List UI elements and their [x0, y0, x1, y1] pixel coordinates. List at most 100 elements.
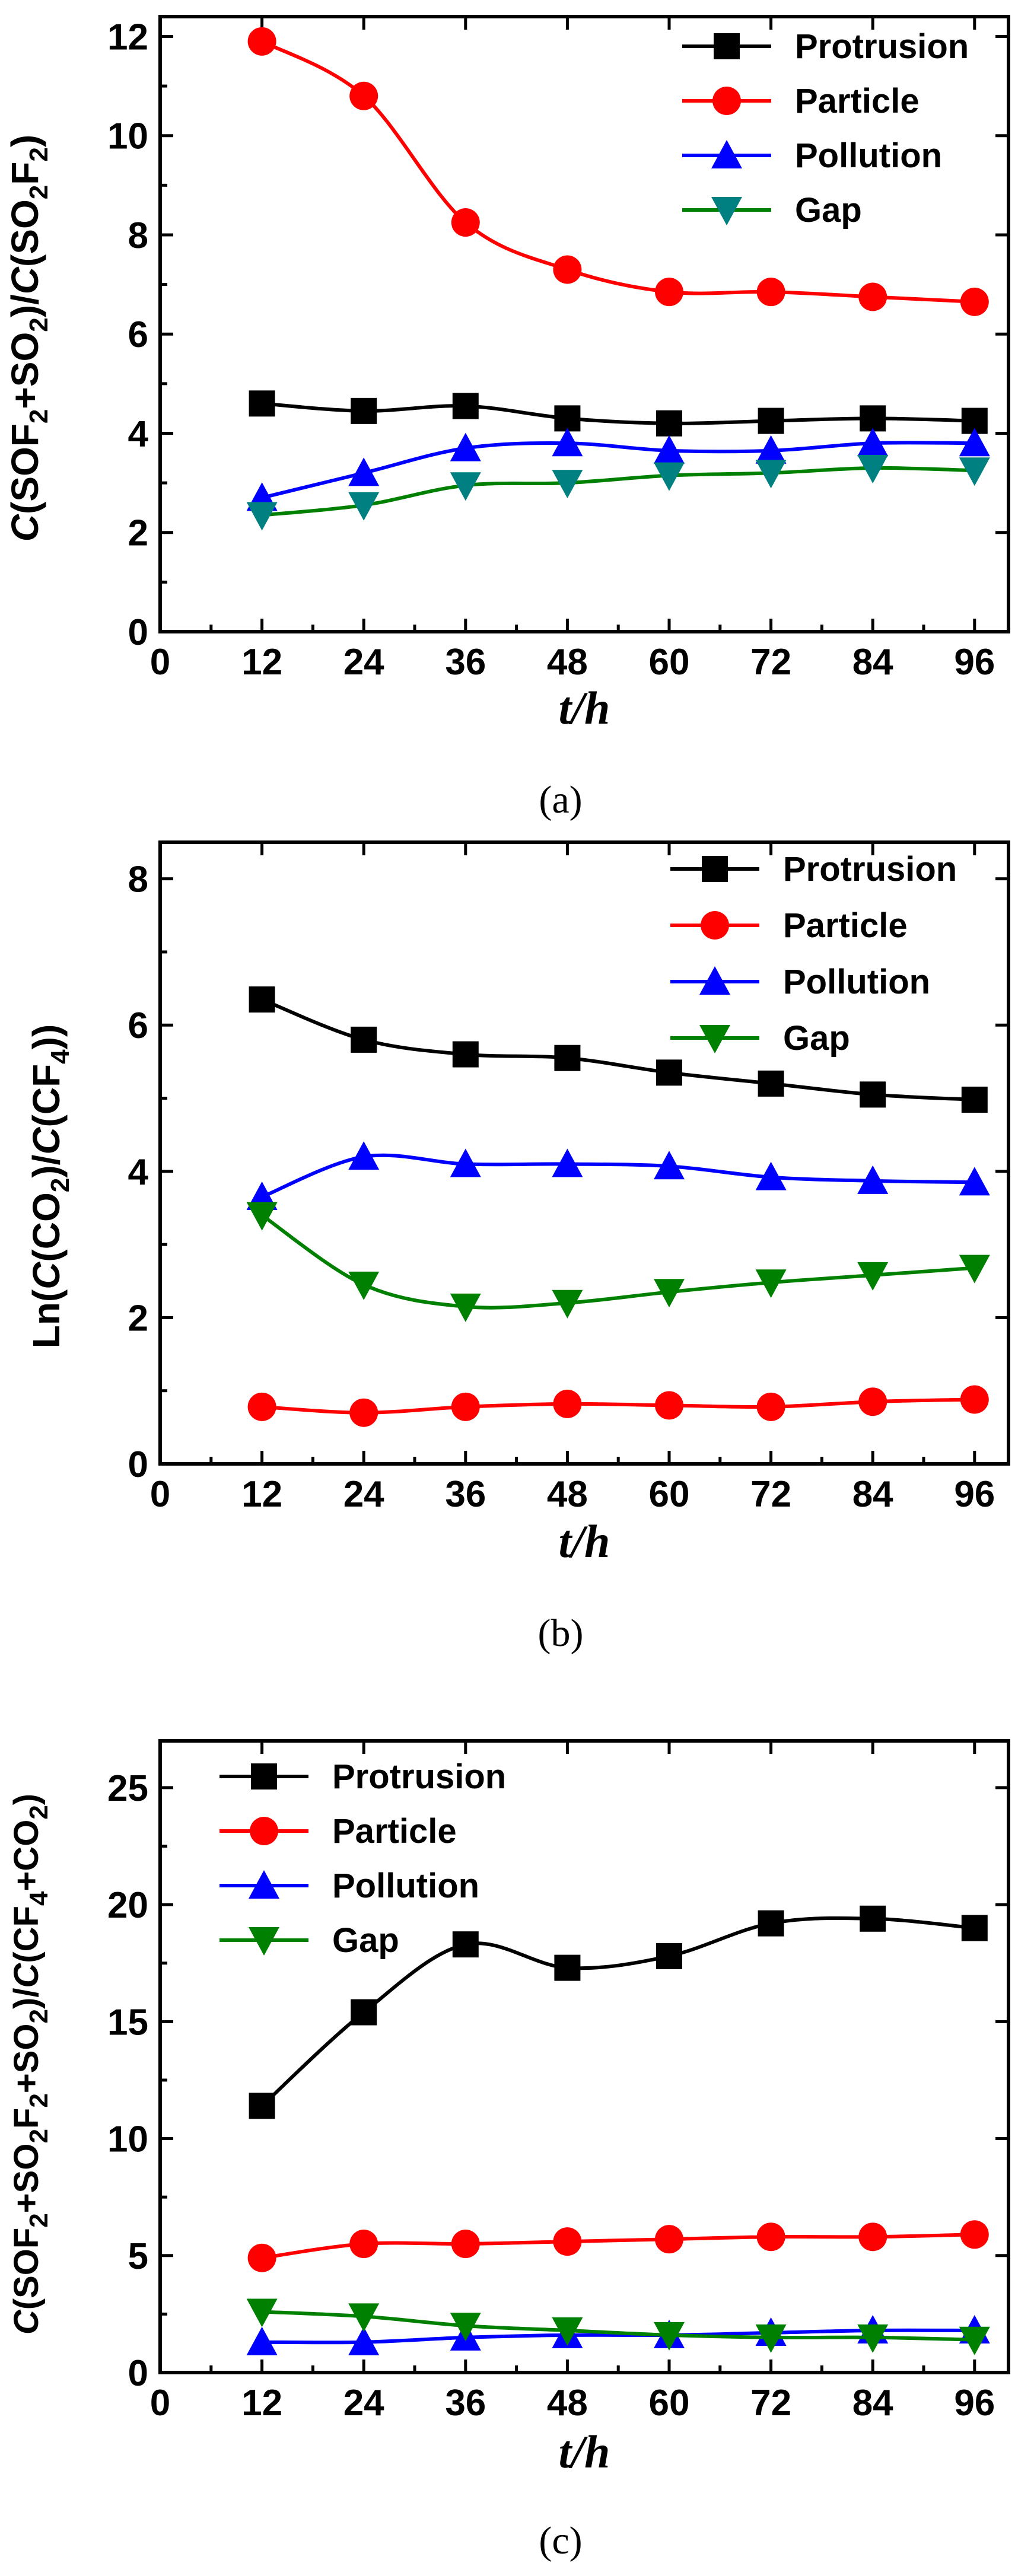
data-point-gap [348, 1271, 380, 1300]
panel-a-frame [158, 15, 1010, 633]
data-point-pollution [755, 1161, 787, 1190]
panel-c-caption: (c) [539, 2519, 582, 2562]
data-point-gap [348, 2303, 380, 2332]
legend-marker-particle [250, 1817, 278, 1845]
data-point-pollution [755, 435, 787, 464]
x-tick-label: 36 [445, 1474, 486, 1515]
y-tick-label: 6 [128, 314, 148, 355]
data-point-particle [858, 2222, 887, 2252]
data-point-protrusion [554, 1954, 581, 1981]
data-point-particle [553, 2227, 582, 2256]
data-point-particle [349, 1398, 378, 1427]
legend-marker-gap [711, 197, 742, 225]
x-tick-label: 12 [241, 2383, 282, 2424]
data-point-protrusion [656, 1943, 682, 1969]
x-tick-label: 0 [150, 1474, 170, 1515]
data-point-gap [959, 1254, 990, 1284]
data-point-pollution [959, 1167, 990, 1196]
data-point-pollution [348, 2326, 380, 2355]
data-point-pollution [857, 428, 889, 457]
data-point-gap [857, 1262, 889, 1291]
data-point-particle [756, 278, 785, 307]
x-tick-label: 36 [445, 2383, 486, 2424]
x-tick-label: 84 [852, 2383, 893, 2424]
x-tick-label: 60 [649, 2383, 690, 2424]
data-point-pollution [552, 428, 583, 457]
x-tick-label: 24 [343, 2383, 384, 2424]
legend-marker-protrusion [251, 1763, 277, 1789]
data-point-protrusion [249, 390, 275, 417]
legend-label-particle: Particle [783, 906, 908, 945]
svg-text:Ln(C(CO2)/C(CF4)): Ln(C(CO2)/C(CF4)) [25, 1024, 75, 1349]
data-point-pollution [450, 432, 481, 461]
panel-b-ylabel: Ln(C(CO2)/C(CF4)) [25, 1024, 75, 1349]
series-line-pollution [261, 1153, 975, 1199]
x-tick-label: 60 [649, 1474, 690, 1515]
data-point-particle [655, 2225, 683, 2254]
y-tick-label: 20 [107, 1885, 148, 1926]
data-point-particle [247, 2243, 276, 2272]
data-point-gap [246, 502, 278, 531]
y-tick-label: 12 [107, 17, 148, 58]
data-point-pollution [348, 457, 380, 486]
data-point-gap [552, 2317, 583, 2346]
data-point-protrusion [554, 405, 581, 432]
data-point-particle [960, 1385, 989, 1414]
data-point-protrusion [656, 410, 682, 437]
x-tick-label: 96 [954, 642, 995, 683]
y-tick-label: 4 [128, 413, 149, 454]
data-point-protrusion [860, 1905, 886, 1932]
data-point-protrusion [351, 397, 377, 424]
data-point-protrusion [452, 1041, 479, 1068]
x-tick-label: 36 [445, 642, 486, 683]
data-point-gap [348, 492, 380, 521]
legend-label-protrusion: Protrusion [783, 850, 957, 889]
legend-marker-particle [712, 87, 741, 115]
x-tick-label: 48 [547, 1474, 588, 1515]
panel-c-frame [158, 1739, 1010, 2374]
data-point-gap [959, 2326, 990, 2355]
data-point-protrusion [860, 1081, 886, 1108]
series-line-gap [260, 1214, 975, 1310]
y-tick-label: 6 [128, 1005, 148, 1046]
legend-marker-pollution [699, 966, 730, 995]
data-point-gap [959, 457, 990, 486]
data-point-gap [755, 1269, 787, 1298]
legend-marker-pollution [711, 140, 742, 168]
data-point-protrusion [554, 1045, 581, 1071]
panel-b-xlabel: t/h [559, 1515, 610, 1567]
x-tick-label: 72 [750, 2383, 791, 2424]
x-tick-label: 96 [954, 1474, 995, 1515]
data-point-protrusion [351, 1999, 377, 2026]
svg-text:C(SOF2+SO2)/C(SO2F2): C(SOF2+SO2)/C(SO2F2) [4, 135, 53, 542]
data-point-gap [755, 460, 787, 489]
panel-a-chart: C(SOF2+SO2)/C(SO2F2) 0 12 24 36 48 60 72 84 9602… [4, 15, 1010, 821]
data-point-protrusion [249, 986, 275, 1013]
panel-a-xlabel: t/h [559, 682, 610, 734]
y-tick-label: 0 [128, 1444, 148, 1485]
data-point-protrusion [656, 1059, 682, 1086]
x-tick-label: 84 [852, 1474, 893, 1515]
data-point-gap [450, 2313, 481, 2342]
x-tick-label: 72 [750, 642, 791, 683]
legend-label-gap: Gap [795, 191, 862, 230]
series-line-gap [262, 466, 975, 517]
data-point-pollution [450, 1148, 481, 1177]
data-point-particle [451, 1392, 480, 1421]
series-line-pollution [261, 441, 975, 500]
x-tick-label: 84 [852, 642, 893, 683]
legend-label-protrusion: Protrusion [332, 1757, 506, 1796]
data-point-protrusion [758, 407, 784, 434]
data-point-gap [857, 2324, 889, 2353]
legend-label-pollution: Pollution [332, 1867, 479, 1905]
data-point-particle [349, 81, 378, 110]
data-point-gap [654, 1279, 685, 1308]
series-line-pollution [262, 2328, 975, 2345]
data-point-pollution [552, 1148, 583, 1177]
legend-label-gap: Gap [332, 1921, 399, 1960]
data-point-particle [858, 1387, 887, 1416]
data-point-protrusion [961, 1915, 988, 1941]
data-point-particle [960, 287, 989, 316]
x-tick-label: 96 [954, 2383, 995, 2424]
panel-c-chart: C(SOF2+SO2F2+SO2)/C(CF4+CO2) 0 12 24 36 48 60… [7, 1739, 1010, 2562]
